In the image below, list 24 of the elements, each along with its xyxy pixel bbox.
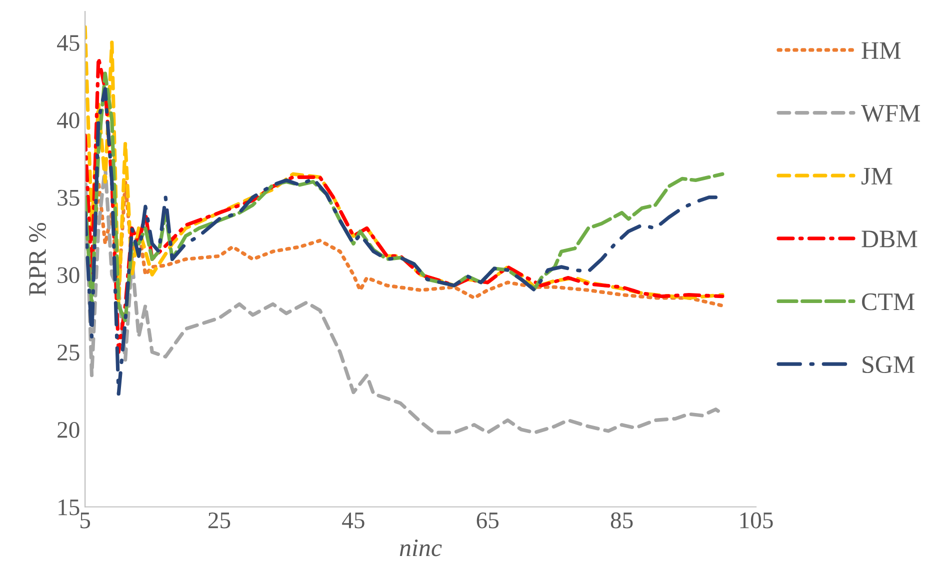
- x-tick-label: 45: [342, 512, 364, 528]
- y-tick-label: 35: [58, 190, 80, 206]
- x-tick-label: 85: [610, 512, 633, 528]
- line-series: [85, 87, 718, 396]
- y-tick-label: 40: [57, 112, 80, 128]
- line-series: [85, 56, 724, 354]
- legend-label: HM: [862, 42, 901, 59]
- x-tick-label: 5: [80, 512, 90, 528]
- legend-label: JM: [862, 168, 892, 185]
- x-tick-label: 25: [208, 512, 230, 528]
- y-tick-label: 30: [58, 267, 80, 284]
- y-tick-label: 25: [58, 344, 80, 361]
- legend-label: DBM: [862, 230, 918, 248]
- legend-label: CTM: [862, 293, 914, 310]
- x-axis-title: ninc: [400, 540, 442, 556]
- y-tick-label: 15: [58, 499, 80, 516]
- line-series: [85, 72, 724, 323]
- legend-label: SGM: [862, 356, 914, 374]
- y-tick-label: 20: [58, 422, 80, 438]
- y-tick-label: 45: [57, 35, 80, 51]
- y-axis-title: RPR %: [29, 222, 46, 296]
- x-tick-label: 65: [476, 512, 499, 528]
- x-tick-label: 105: [740, 512, 773, 528]
- legend-label: WFM: [861, 105, 920, 122]
